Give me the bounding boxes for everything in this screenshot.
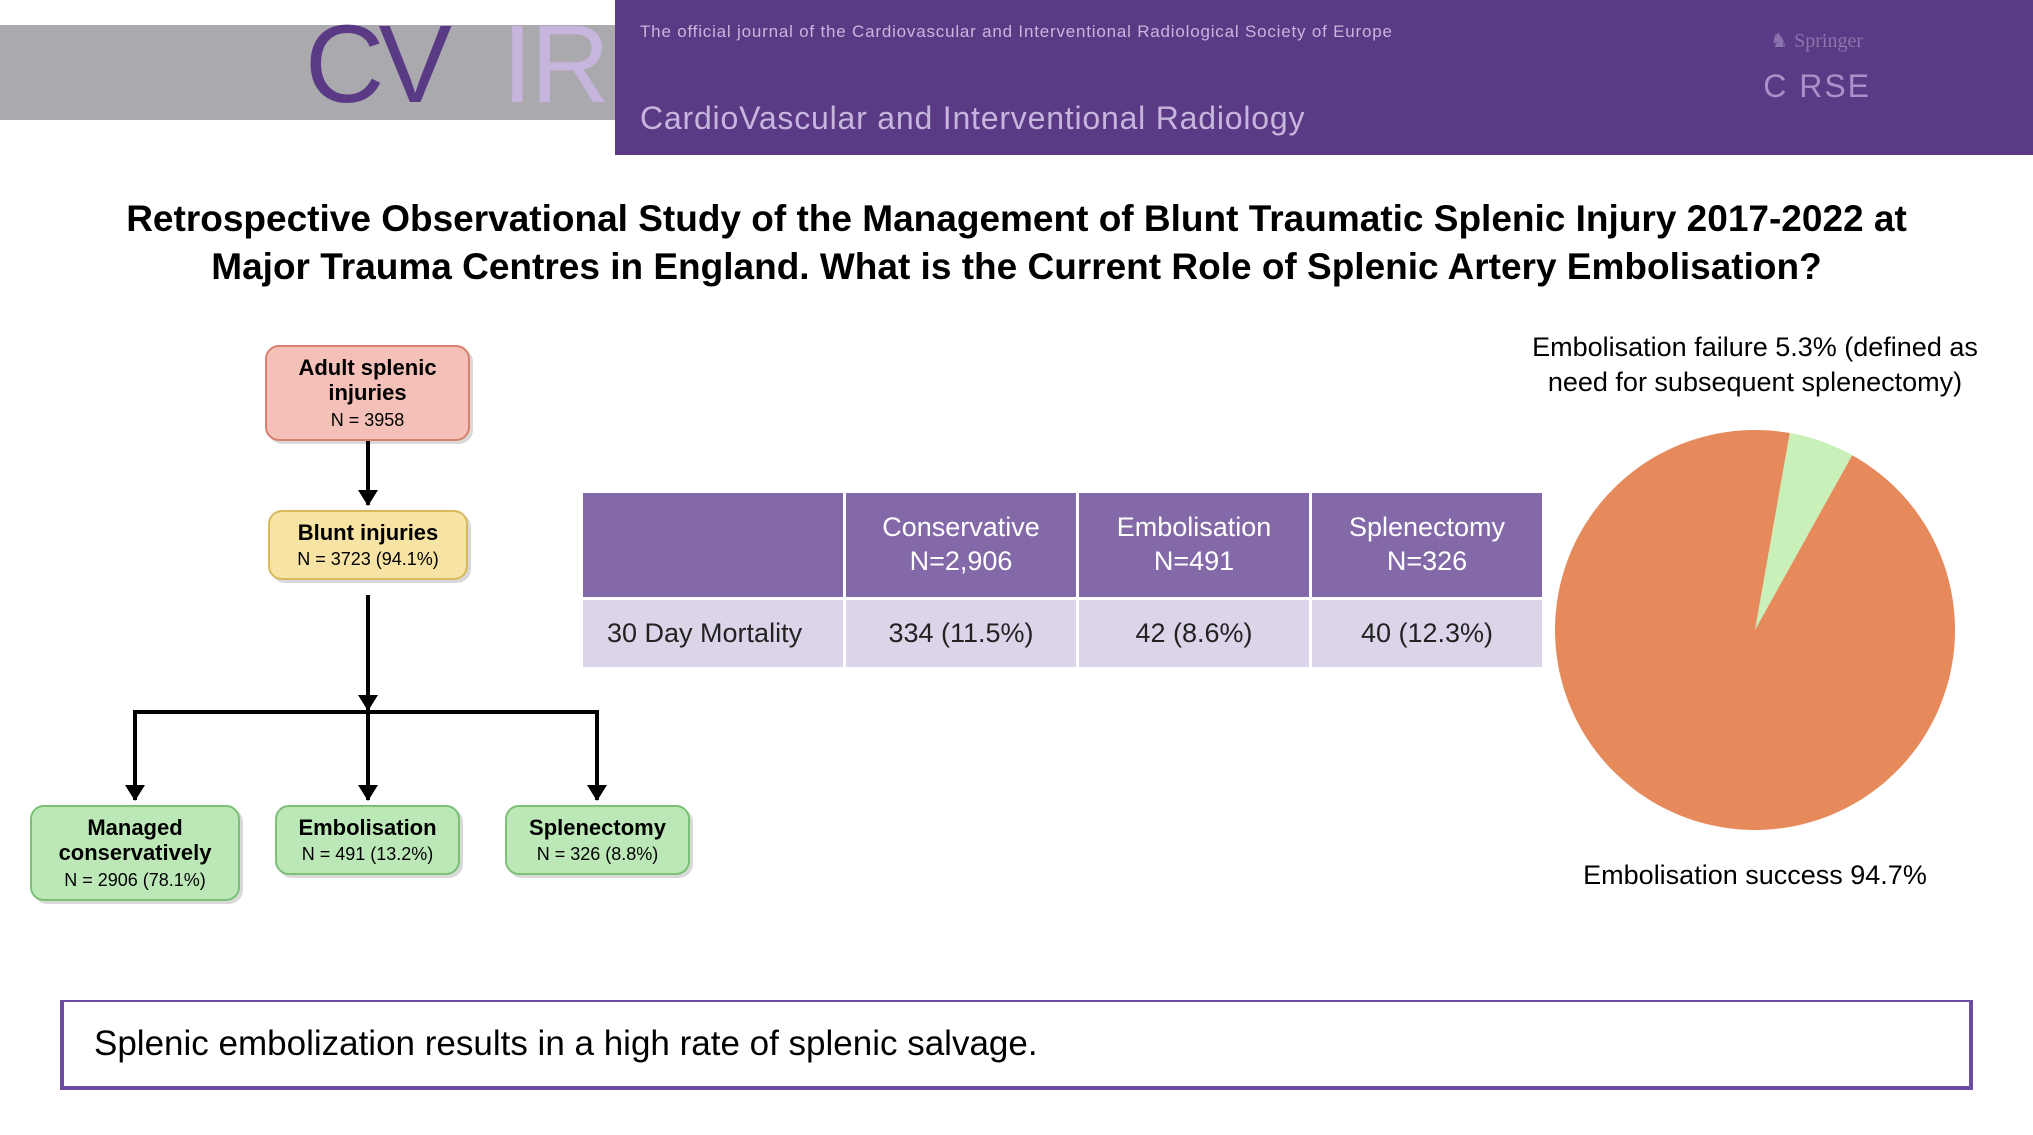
table-row: 30 Day Mortality 334 (11.5%) 42 (8.6%) 4…	[583, 600, 1542, 667]
pie-failure-label: Embolisation failure 5.3% (defined as ne…	[1520, 330, 1990, 400]
table-header-splenectomy: SplenectomyN=326	[1312, 493, 1542, 597]
node-title: Embolisation	[289, 815, 446, 840]
pie-success-label: Embolisation success 94.7%	[1520, 860, 1990, 891]
journal-tagline: The official journal of the Cardiovascul…	[640, 22, 1393, 42]
arrow-stem-line	[366, 595, 370, 710]
node-title: Managed conservatively	[44, 815, 226, 866]
arrow-root-blunt	[366, 437, 370, 505]
arrow-to-cons	[133, 710, 137, 800]
journal-name: CardioVascular and Interventional Radiol…	[640, 100, 1305, 137]
logo-cv: CV	[305, 10, 446, 120]
publisher-label: ♞ Springer	[1770, 28, 1863, 53]
node-sub: N = 2906 (78.1%)	[44, 870, 226, 891]
springer-horse-icon: ♞	[1770, 28, 1788, 53]
node-sub: N = 326 (8.8%)	[519, 844, 676, 865]
node-splenectomy: Splenectomy N = 326 (8.8%)	[505, 805, 690, 875]
node-title: Adult splenic injuries	[279, 355, 456, 406]
conclusion-box: Splenic embolization results in a high r…	[60, 1000, 1973, 1090]
table-header-blank	[583, 493, 843, 597]
society-label: C RSE	[1763, 68, 1871, 105]
paper-title: Retrospective Observational Study of the…	[90, 195, 1943, 291]
node-embolisation: Embolisation N = 491 (13.2%)	[275, 805, 460, 875]
node-sub: N = 3958	[279, 410, 456, 431]
node-sub: N = 491 (13.2%)	[289, 844, 446, 865]
node-conservative: Managed conservatively N = 2906 (78.1%)	[30, 805, 240, 901]
node-adult-splenic: Adult splenic injuries N = 3958	[265, 345, 470, 441]
table-header-embolisation: EmbolisationN=491	[1079, 493, 1309, 597]
mortality-table: ConservativeN=2,906 EmbolisationN=491 Sp…	[580, 490, 1545, 670]
journal-header: CV IR The official journal of the Cardio…	[0, 0, 2033, 155]
table-row-label: 30 Day Mortality	[583, 600, 843, 667]
publisher-text: Springer	[1794, 30, 1863, 52]
logo-ir: IR	[502, 10, 608, 120]
embolisation-pie-chart	[1545, 420, 1965, 840]
table-cell: 334 (11.5%)	[846, 600, 1076, 667]
node-title: Splenectomy	[519, 815, 676, 840]
arrow-to-splen	[595, 710, 599, 800]
node-sub: N = 3723 (94.1%)	[282, 549, 454, 570]
table-header-row: ConservativeN=2,906 EmbolisationN=491 Sp…	[583, 493, 1542, 597]
pie-slice-success	[1555, 430, 1955, 830]
table-cell: 42 (8.6%)	[1079, 600, 1309, 667]
table-cell: 40 (12.3%)	[1312, 600, 1542, 667]
pie-section: Embolisation failure 5.3% (defined as ne…	[1520, 330, 1990, 891]
table-header-conservative: ConservativeN=2,906	[846, 493, 1076, 597]
node-blunt: Blunt injuries N = 3723 (94.1%)	[268, 510, 468, 580]
arrow-to-embo	[366, 710, 370, 800]
node-title: Blunt injuries	[282, 520, 454, 545]
